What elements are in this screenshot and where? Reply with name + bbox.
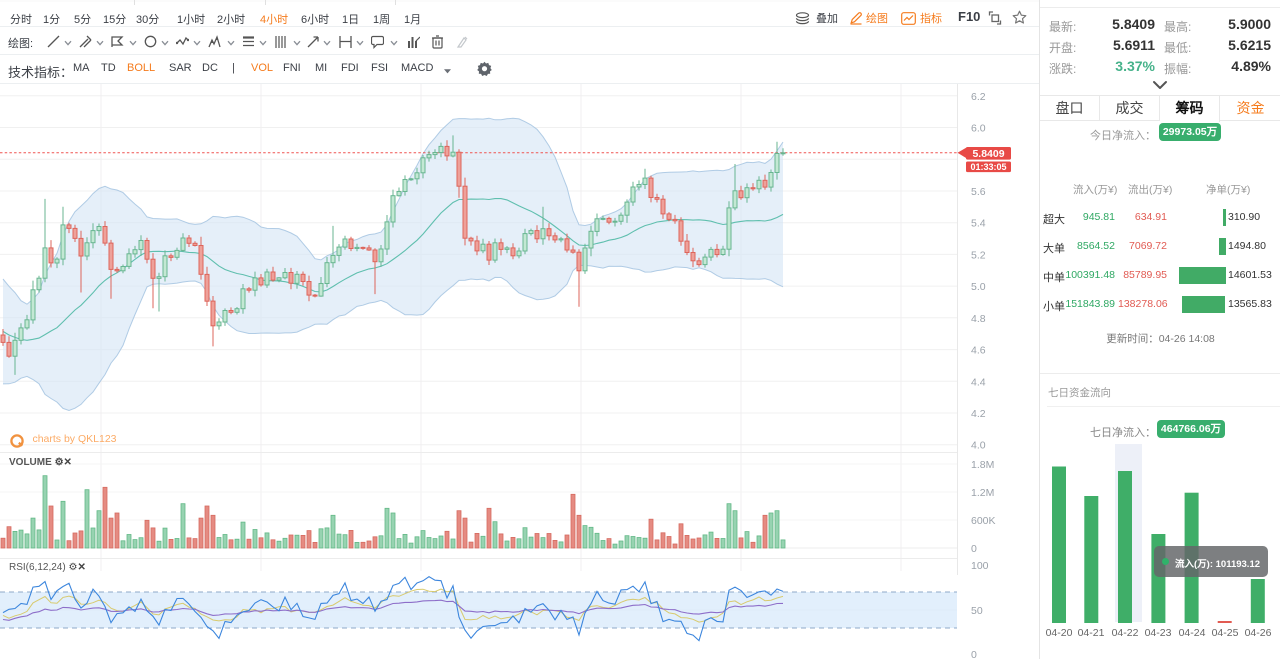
- svg-text:0: 0: [971, 649, 977, 659]
- svg-text:0: 0: [971, 543, 977, 555]
- svg-text:600K: 600K: [971, 515, 996, 527]
- svg-text:6.2: 6.2: [971, 91, 986, 103]
- svg-text:1.2M: 1.2M: [971, 487, 994, 499]
- svg-text:6.0: 6.0: [971, 123, 986, 135]
- svg-text:5.6: 5.6: [971, 186, 986, 198]
- svg-text:4.0: 4.0: [971, 440, 986, 452]
- svg-text:4.2: 4.2: [971, 408, 986, 420]
- svg-text:5.2: 5.2: [971, 249, 986, 261]
- svg-text:1.8M: 1.8M: [971, 459, 994, 471]
- svg-text:100: 100: [971, 560, 989, 572]
- svg-text:5.0: 5.0: [971, 281, 986, 293]
- svg-text:01:33:05: 01:33:05: [970, 162, 1006, 172]
- svg-text:50: 50: [971, 605, 983, 617]
- svg-text:4.4: 4.4: [971, 376, 986, 388]
- svg-text:5.4: 5.4: [971, 218, 986, 230]
- svg-text:5.8409: 5.8409: [972, 148, 1004, 160]
- svg-text:4.8: 4.8: [971, 313, 986, 325]
- svg-text:4.6: 4.6: [971, 345, 986, 357]
